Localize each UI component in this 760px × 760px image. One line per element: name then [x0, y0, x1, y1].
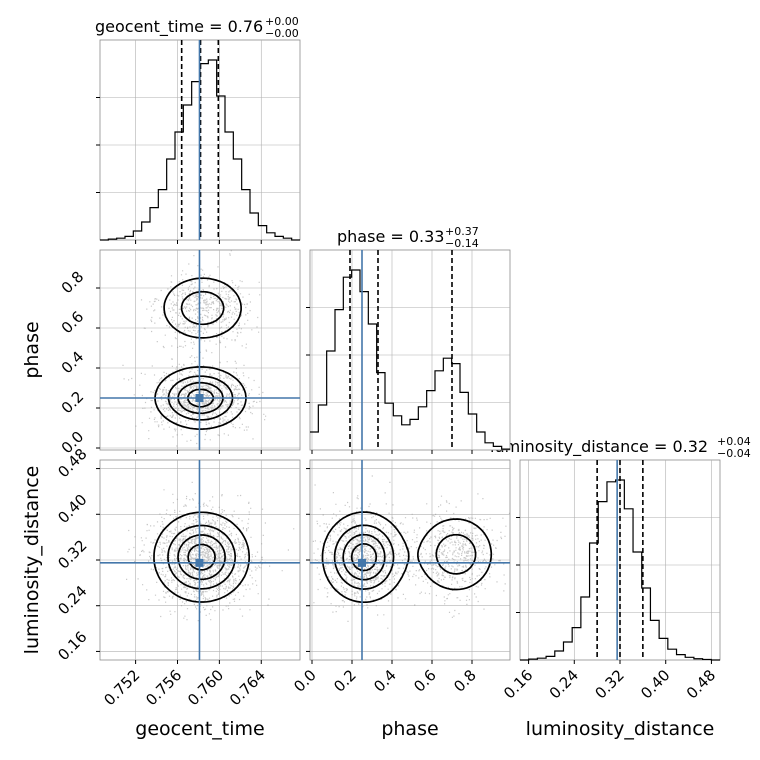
hist-panel-luminosity_distance: [516, 459, 721, 664]
y-tick-label-phase: 0.2: [58, 388, 88, 418]
hist-step-phase: [310, 269, 510, 450]
title-luminosity-distance: luminosity_distance = 0.32 +0.04 −0.04: [490, 435, 751, 460]
y-tick-label-luminosity_distance: 0.32: [54, 536, 90, 572]
x-tick-label-phase: 0.8: [450, 666, 480, 696]
x-tick-label-luminosity_distance: 0.16: [500, 666, 536, 702]
contour-level-0: [153, 511, 251, 603]
x-tick-label-luminosity_distance: 0.40: [637, 666, 673, 702]
svg-text:luminosity_distance = 0.32: luminosity_distance = 0.32: [490, 437, 708, 457]
x-tick-label-phase: 0.2: [330, 666, 360, 696]
x-tick-label-luminosity_distance: 0.48: [683, 666, 719, 702]
contour-level-1: [167, 290, 234, 421]
x-tick-label-geocent_time: 0.764: [226, 666, 269, 709]
y-tick-label-phase: 0.4: [58, 348, 88, 378]
panel-content: [100, 460, 300, 660]
svg-text:+0.00: +0.00: [265, 15, 299, 28]
truth-marker: [195, 558, 204, 567]
x-tick-label-luminosity_distance: 0.32: [591, 666, 627, 702]
scatter-points: [126, 481, 295, 622]
truth-marker: [358, 558, 366, 567]
density-panel-phase_vs_geocent_time: [96, 249, 301, 454]
svg-text:−0.14: −0.14: [445, 237, 479, 250]
contour-level-3: [350, 542, 378, 572]
contour-level-0: [154, 277, 247, 430]
y-tick-label-luminosity_distance: 0.16: [54, 628, 90, 664]
xlabel-phase: phase: [381, 718, 438, 740]
svg-text:geocent_time = 0.76: geocent_time = 0.76: [95, 17, 263, 37]
xlabel-luminosity-distance: luminosity_distance: [526, 718, 715, 740]
density-panel-luminosity_distance_vs_geocent_time: [96, 459, 301, 664]
contour-level-3: [187, 543, 216, 571]
contour-level-0: [321, 511, 493, 604]
svg-text:+0.04: +0.04: [717, 435, 751, 448]
density-panel-luminosity_distance_vs_phase: [306, 459, 511, 664]
svg-text:−0.00: −0.00: [265, 27, 299, 40]
ylabel-phase: phase: [21, 321, 43, 378]
x-tick-label-phase: 0.4: [370, 666, 400, 696]
x-tick-label-luminosity_distance: 0.24: [546, 666, 582, 702]
svg-text:−0.04: −0.04: [717, 447, 751, 460]
y-tick-label-phase: 0.6: [58, 308, 88, 338]
x-tick-label-geocent_time: 0.756: [142, 666, 185, 709]
xlabel-geocent-time: geocent_time: [135, 718, 264, 740]
svg-text:+0.37: +0.37: [445, 225, 479, 238]
contour-level-2: [342, 533, 386, 581]
contour-level-1: [333, 524, 477, 590]
contour-level-1: [167, 524, 237, 590]
y-tick-label-phase: 0.8: [58, 268, 88, 298]
contour-level-2: [177, 381, 224, 415]
x-tick-label-geocent_time: 0.752: [100, 666, 143, 709]
ylabel-luminosity-distance: luminosity_distance: [21, 466, 43, 655]
panel-content: [310, 460, 510, 660]
x-tick-label-phase: 0.0: [290, 666, 320, 696]
scatter-points: [122, 250, 267, 447]
title-phase: phase = 0.33 +0.37 −0.14: [337, 225, 479, 250]
hist-panel-phase: [306, 249, 511, 454]
y-tick-label-luminosity_distance: 0.24: [54, 582, 90, 618]
hist-panel-geocent_time: [96, 39, 301, 244]
truth-marker: [195, 394, 204, 402]
svg-text:phase = 0.33: phase = 0.33: [337, 227, 444, 246]
x-tick-label-phase: 0.6: [410, 666, 440, 696]
panel-content: [100, 250, 300, 450]
title-geocent-time: geocent_time = 0.76 +0.00 −0.00: [95, 15, 299, 40]
y-tick-label-luminosity_distance: 0.48: [54, 445, 90, 481]
y-tick-label-luminosity_distance: 0.40: [54, 491, 90, 527]
contour-level-2: [177, 534, 226, 581]
x-tick-label-geocent_time: 0.760: [184, 666, 227, 709]
